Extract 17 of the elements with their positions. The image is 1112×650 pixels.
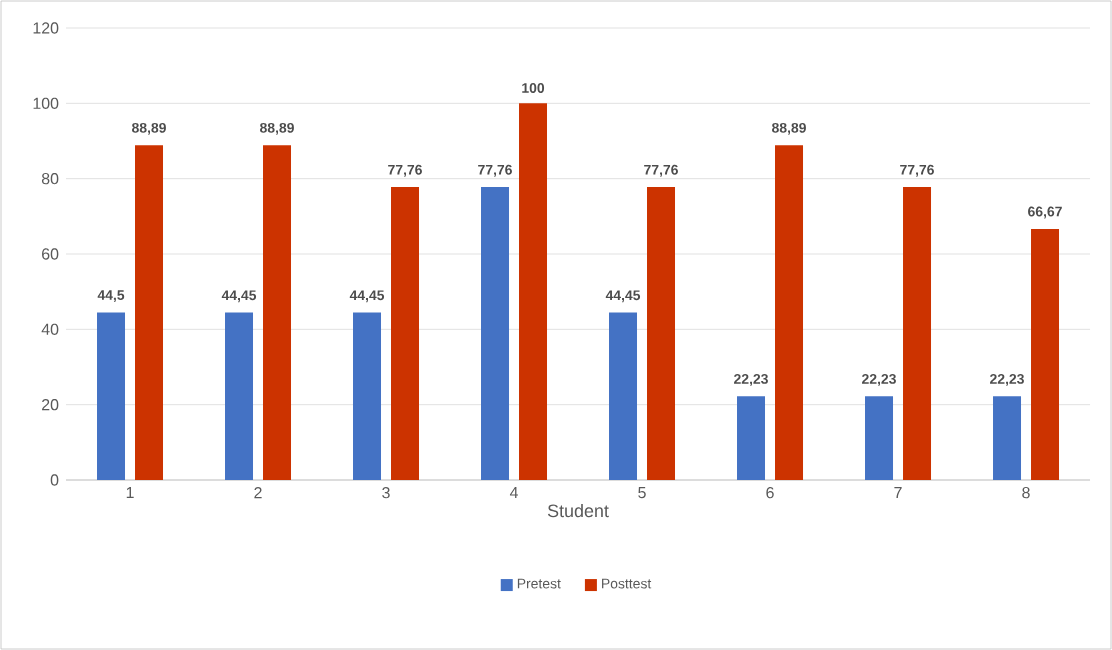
- bar: [775, 145, 804, 481]
- bar: [647, 187, 676, 481]
- bar: [609, 312, 638, 481]
- bar: [135, 145, 164, 481]
- bar: [481, 187, 510, 481]
- bar: [865, 396, 894, 481]
- bar: [903, 187, 932, 481]
- bar: [391, 187, 420, 481]
- bar: [263, 145, 292, 481]
- x-axis-title: Student: [547, 504, 609, 518]
- bar: [1031, 228, 1060, 481]
- bar: [97, 312, 126, 481]
- bar: [519, 103, 548, 481]
- bar: [353, 312, 382, 481]
- bar: [737, 396, 766, 481]
- bar: [993, 396, 1022, 481]
- bar: [225, 312, 254, 481]
